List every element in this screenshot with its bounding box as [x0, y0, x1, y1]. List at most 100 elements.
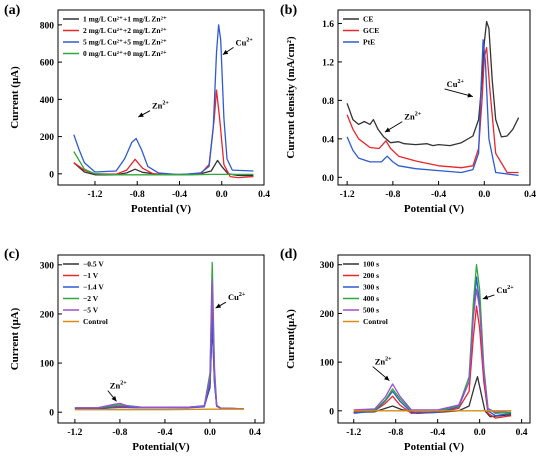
annotation-arrowhead: [384, 127, 391, 133]
legend-label: Control: [83, 317, 108, 326]
panel-label: (a): [4, 3, 21, 18]
y-tick-label: 200: [40, 310, 55, 320]
x-tick-label: -0.8: [112, 428, 127, 438]
plot-frame: [57, 254, 265, 424]
annotation-charge: 2+: [239, 292, 246, 298]
annotation-label: Zn2+: [404, 112, 421, 122]
legend-label: Control: [363, 317, 388, 326]
y-axis-title: Current (μA): [9, 307, 21, 370]
annotation-arrowhead: [467, 92, 473, 98]
series-line-4: [73, 151, 254, 176]
series-line-2: [353, 305, 512, 419]
y-tick-label: 0: [49, 409, 54, 419]
annotation-ion: Cu: [496, 285, 507, 295]
annotation-label: Zn2+: [110, 381, 127, 391]
y-axis-title: Current(μA): [285, 309, 297, 369]
series-line-3: [346, 39, 519, 177]
y-tick-label: 0: [49, 170, 54, 180]
annotation-label: Cu2+: [447, 79, 465, 89]
annotation-charge: 2+: [507, 285, 514, 291]
annotation-charge: 2+: [162, 101, 169, 107]
legend-label: −0.5 V: [83, 260, 104, 269]
annotation-charge: 2+: [415, 112, 422, 118]
annotation-label: Cu2+: [496, 285, 514, 295]
x-tick-label: 0.0: [474, 428, 486, 438]
y-tick-label: 600: [40, 59, 55, 69]
y-tick-label: 0: [329, 407, 334, 417]
annotation-arrowhead: [384, 375, 390, 381]
legend-label: 2 mg/L Cu²⁺+2 mg/L Zn²⁺: [83, 26, 167, 35]
legend-label: 500 s: [363, 306, 379, 315]
x-tick-label: 0.0: [216, 190, 228, 200]
x-tick-label: -0.4: [157, 428, 172, 438]
annotation-ion: Cu: [235, 37, 246, 47]
annotation-label: Zn2+: [152, 101, 169, 111]
y-tick-label: 200: [320, 310, 335, 320]
annotation-label: Cu2+: [235, 37, 253, 47]
annotation-ion: Cu: [447, 79, 458, 89]
x-tick-label: -1.2: [87, 190, 102, 200]
legend-label: GCE: [363, 26, 379, 35]
annotation-charge: 2+: [385, 357, 392, 363]
legend-label: −2 V: [83, 294, 99, 303]
y-tick-label: 300: [40, 261, 55, 271]
annotation-arrowhead: [222, 49, 229, 55]
y-tick-label: 1.2: [322, 58, 334, 68]
series-line-1: [353, 376, 512, 418]
panel-label: (b): [280, 3, 297, 18]
legend-label: −1 V: [83, 271, 99, 280]
annotation-ion: Zn: [404, 112, 415, 122]
annotation-ion: Zn: [152, 101, 163, 111]
x-tick-label: 0.0: [204, 428, 216, 438]
annotation-ion: Cu: [228, 292, 239, 302]
annotation-charge: 2+: [246, 37, 253, 43]
annotation-arrowhead: [215, 303, 222, 309]
x-tick-label: 0.4: [524, 190, 536, 200]
legend-label: 300 s: [363, 283, 379, 292]
legend-label: 200 s: [363, 271, 379, 280]
y-axis-title: Current density (mA/cm²): [285, 36, 297, 159]
legend-label: 0 mg/L Cu²⁺+0 mg/L Zn²⁺: [83, 49, 167, 58]
x-tick-label: -0.4: [430, 428, 445, 438]
plot-frame: [337, 254, 531, 424]
series-line-1: [74, 323, 244, 410]
series-line-2: [346, 46, 519, 174]
x-tick-label: -0.8: [385, 190, 400, 200]
x-axis-title: Potential (V): [404, 441, 465, 453]
x-tick-label: 0.0: [478, 190, 490, 200]
y-tick-label: 1.6: [322, 20, 334, 30]
legend-label: CE: [363, 15, 373, 24]
x-tick-label: 0.4: [258, 190, 270, 200]
chart-panel-a: (a) -1.2 -0.8 -0.4 0.0 0.4 0 200 400 600 800 Potent…: [4, 3, 270, 215]
annotation-charge: 2+: [457, 79, 464, 85]
x-axis-title: Potential (V): [131, 203, 192, 215]
y-tick-label: 800: [40, 21, 55, 31]
x-tick-label: -0.4: [172, 190, 187, 200]
annotation-label: Zn2+: [375, 357, 392, 367]
series-line-5: [353, 288, 512, 413]
annotation-ion: Zn: [375, 357, 386, 367]
y-tick-label: 200: [40, 133, 55, 143]
x-tick-label: -0.8: [130, 190, 145, 200]
annotation-arrowhead: [111, 395, 117, 402]
legend-label: −1.4 V: [83, 283, 104, 292]
x-tick-label: -1.2: [346, 428, 361, 438]
y-tick-label: 0.0: [322, 174, 334, 184]
series-line-1: [346, 20, 520, 147]
series-line-5: [74, 278, 244, 410]
y-axis-title: Current (μA): [9, 66, 21, 129]
y-tick-label: 400: [40, 96, 55, 106]
chart-panel-d: (d) -1.2 -0.8 -0.4 0.0 0.4 0 100 200 300 Potential…: [280, 247, 531, 453]
annotation-charge: 2+: [120, 381, 127, 387]
legend-label: 100 s: [363, 260, 379, 269]
panel-label: (d): [280, 247, 297, 262]
y-tick-label: 100: [320, 359, 335, 369]
x-axis-title: Potential(V): [132, 441, 190, 453]
x-tick-label: -0.8: [388, 428, 403, 438]
x-tick-label: 0.4: [516, 428, 528, 438]
legend-label: 1 mg/L Cu²⁺+1 mg/L Zn²⁺: [83, 15, 167, 24]
legend-label: 400 s: [363, 294, 379, 303]
chart-panel-c: (c) -1.2 -0.8 -0.4 0.0 0.4 0 100 200 300 Potential…: [4, 247, 265, 453]
x-tick-label: 0.4: [249, 428, 261, 438]
legend-label: 5 mg/L Cu²⁺+5 mg/L Zn²⁺: [83, 38, 167, 47]
